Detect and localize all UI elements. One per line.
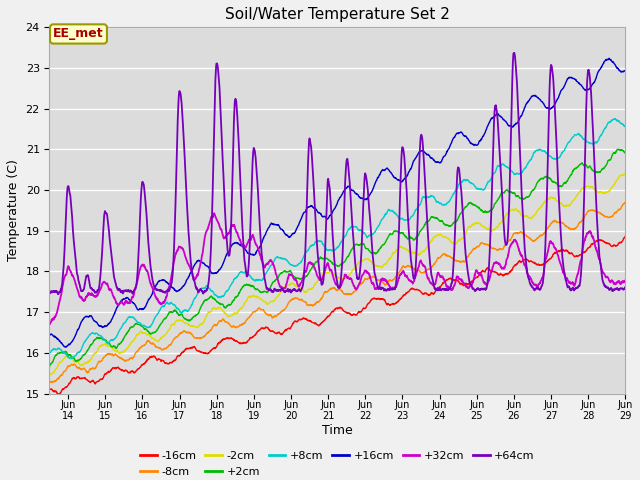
- +32cm: [134, 272, 142, 278]
- Y-axis label: Temperature (C): Temperature (C): [7, 159, 20, 262]
- +2cm: [45, 364, 53, 370]
- +32cm: [529, 281, 537, 287]
- Line: -8cm: -8cm: [49, 203, 625, 383]
- +32cm: [281, 285, 289, 291]
- +8cm: [529, 153, 537, 158]
- Line: -2cm: -2cm: [49, 174, 625, 375]
- -2cm: [134, 331, 142, 337]
- Title: Soil/Water Temperature Set 2: Soil/Water Temperature Set 2: [225, 7, 450, 22]
- -16cm: [134, 366, 142, 372]
- -8cm: [266, 312, 273, 318]
- +16cm: [577, 82, 584, 87]
- Line: -16cm: -16cm: [49, 236, 625, 394]
- +2cm: [281, 269, 289, 275]
- X-axis label: Time: Time: [322, 424, 353, 437]
- +8cm: [148, 322, 156, 327]
- Line: +16cm: +16cm: [49, 59, 625, 347]
- -2cm: [281, 284, 289, 289]
- +8cm: [611, 116, 619, 121]
- +8cm: [45, 350, 53, 356]
- -8cm: [621, 200, 629, 205]
- +32cm: [266, 258, 274, 264]
- Text: EE_met: EE_met: [53, 27, 104, 40]
- -2cm: [45, 372, 53, 378]
- +2cm: [529, 188, 536, 193]
- -2cm: [147, 334, 155, 340]
- +2cm: [134, 321, 142, 327]
- +16cm: [281, 231, 289, 237]
- Line: +64cm: +64cm: [49, 53, 625, 294]
- +2cm: [577, 161, 584, 167]
- -8cm: [577, 219, 584, 225]
- +64cm: [134, 253, 142, 259]
- +64cm: [529, 285, 537, 291]
- +64cm: [148, 269, 156, 275]
- -2cm: [266, 300, 273, 306]
- -16cm: [281, 328, 289, 334]
- -16cm: [529, 259, 537, 265]
- -16cm: [148, 354, 156, 360]
- +32cm: [211, 210, 218, 216]
- +16cm: [605, 56, 613, 61]
- Line: +32cm: +32cm: [49, 213, 625, 324]
- +32cm: [45, 321, 53, 327]
- +16cm: [45, 333, 53, 338]
- -8cm: [281, 307, 289, 312]
- +64cm: [281, 289, 289, 295]
- -8cm: [148, 341, 156, 347]
- +16cm: [266, 223, 273, 229]
- +16cm: [621, 68, 629, 73]
- +8cm: [621, 124, 629, 130]
- -8cm: [47, 380, 54, 385]
- -16cm: [45, 386, 53, 392]
- Line: +8cm: +8cm: [49, 119, 625, 359]
- -8cm: [134, 347, 142, 353]
- +32cm: [148, 283, 156, 289]
- +64cm: [621, 285, 629, 291]
- +8cm: [266, 265, 273, 271]
- +8cm: [134, 320, 142, 325]
- +16cm: [134, 307, 142, 313]
- +2cm: [266, 287, 273, 292]
- -8cm: [45, 378, 53, 384]
- -16cm: [266, 327, 273, 333]
- -16cm: [621, 233, 629, 239]
- +64cm: [511, 50, 518, 56]
- -16cm: [577, 252, 584, 258]
- +16cm: [62, 344, 70, 350]
- -2cm: [621, 171, 629, 177]
- +8cm: [577, 132, 584, 138]
- +64cm: [45, 289, 53, 295]
- +32cm: [46, 322, 54, 327]
- +16cm: [148, 293, 156, 299]
- -8cm: [621, 200, 629, 205]
- Line: +2cm: +2cm: [49, 149, 625, 367]
- -2cm: [529, 214, 536, 219]
- Legend: -16cm, -8cm, -2cm, +2cm, +8cm, +16cm, +32cm, +64cm: -16cm, -8cm, -2cm, +2cm, +8cm, +16cm, +3…: [136, 447, 539, 480]
- +64cm: [54, 291, 62, 297]
- +64cm: [266, 287, 273, 293]
- -2cm: [621, 171, 628, 177]
- -16cm: [55, 391, 63, 397]
- -8cm: [529, 238, 537, 244]
- +32cm: [621, 277, 629, 283]
- +16cm: [529, 93, 537, 98]
- -2cm: [577, 188, 584, 194]
- +2cm: [621, 150, 629, 156]
- +64cm: [577, 271, 585, 277]
- +8cm: [67, 356, 74, 361]
- +2cm: [147, 331, 155, 337]
- +32cm: [577, 257, 585, 263]
- +8cm: [281, 256, 289, 262]
- +2cm: [614, 146, 622, 152]
